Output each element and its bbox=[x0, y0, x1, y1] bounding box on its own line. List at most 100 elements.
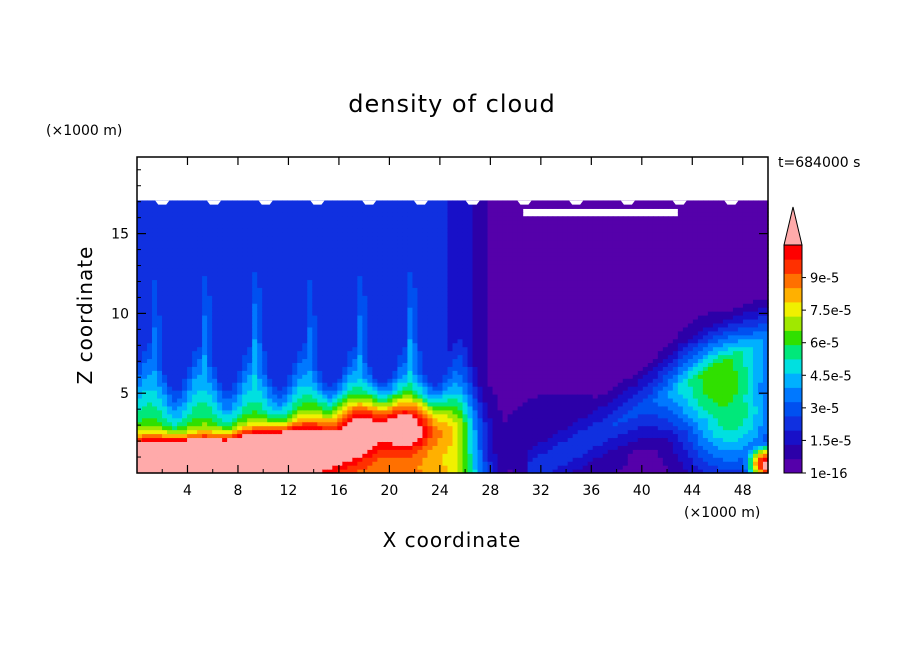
contour-cell bbox=[262, 358, 268, 363]
contour-cell bbox=[172, 204, 178, 209]
contour-cell bbox=[147, 445, 153, 450]
contour-cell bbox=[392, 409, 399, 415]
contour-cell bbox=[152, 374, 158, 379]
contour-cell bbox=[162, 397, 168, 403]
contour-cell bbox=[172, 378, 178, 383]
contour-cell bbox=[297, 429, 303, 435]
contour-cell bbox=[192, 247, 198, 253]
contour-cell bbox=[277, 330, 283, 336]
contour-cell bbox=[302, 374, 308, 379]
contour-cell bbox=[322, 232, 328, 237]
contour-cell bbox=[242, 259, 248, 265]
contour-cell bbox=[297, 212, 303, 217]
contour-cell bbox=[357, 469, 363, 474]
contour-cell bbox=[222, 409, 228, 415]
contour-cell bbox=[237, 311, 243, 316]
contour-cell bbox=[137, 370, 143, 375]
contour-cell bbox=[152, 394, 158, 399]
contour-cell bbox=[462, 461, 469, 466]
contour-cell bbox=[137, 362, 143, 367]
contour-cell bbox=[392, 311, 399, 316]
contour-cell bbox=[157, 354, 163, 360]
contour-cell bbox=[352, 283, 358, 288]
contour-cell bbox=[137, 291, 143, 296]
contour-cell bbox=[272, 275, 278, 281]
contour-cell bbox=[222, 232, 228, 237]
contour-cell bbox=[492, 394, 499, 399]
contour-cell bbox=[377, 275, 383, 281]
contour-cell bbox=[152, 417, 158, 423]
contour-cell bbox=[407, 279, 414, 284]
contour-cell bbox=[357, 239, 363, 245]
contour-cell bbox=[302, 390, 308, 395]
contour-cell bbox=[197, 299, 203, 304]
contour-cell bbox=[242, 247, 248, 253]
contour-cell bbox=[412, 390, 419, 395]
contour-cell bbox=[247, 251, 253, 257]
contour-cell bbox=[367, 409, 373, 415]
contour-cell bbox=[177, 271, 183, 277]
contour-cell bbox=[277, 307, 283, 312]
contour-cell bbox=[462, 358, 469, 363]
contour-cell bbox=[437, 247, 444, 253]
contour-cell bbox=[147, 200, 153, 205]
contour-cell bbox=[357, 441, 363, 446]
contour-cell bbox=[182, 386, 188, 391]
contour-cell bbox=[462, 311, 469, 316]
contour-cell bbox=[137, 334, 143, 340]
contour-cell bbox=[467, 275, 474, 281]
contour-cell bbox=[262, 433, 268, 439]
contour-cell bbox=[312, 311, 318, 316]
contour-cell bbox=[237, 449, 243, 454]
contour-cell bbox=[137, 469, 143, 474]
contour-cell bbox=[372, 212, 378, 217]
contour-cell bbox=[292, 291, 298, 296]
contour-cell bbox=[157, 299, 163, 304]
contour-cell bbox=[187, 224, 193, 229]
contour-cell bbox=[357, 394, 363, 399]
contour-cell bbox=[382, 405, 388, 411]
contour-cell bbox=[307, 291, 313, 296]
contour-cell bbox=[267, 283, 273, 288]
contour-cell bbox=[257, 275, 263, 281]
contour-cell bbox=[312, 366, 318, 371]
contour-cell bbox=[462, 236, 469, 241]
contour-cell bbox=[227, 382, 233, 387]
contour-cell bbox=[392, 208, 399, 213]
contour-cell bbox=[262, 239, 268, 245]
contour-cell bbox=[362, 247, 368, 253]
contour-cell bbox=[352, 461, 358, 466]
contour-cell bbox=[452, 330, 459, 336]
contour-cell bbox=[472, 208, 479, 213]
contour-cell bbox=[447, 326, 454, 332]
contour-cell bbox=[272, 255, 278, 261]
contour-cell bbox=[252, 318, 258, 324]
contour-cell bbox=[142, 220, 148, 225]
contour-cell bbox=[452, 232, 459, 237]
contour-cell bbox=[472, 251, 479, 257]
contour-cell bbox=[167, 374, 173, 379]
contour-cell bbox=[277, 465, 283, 470]
contour-cell bbox=[412, 315, 419, 320]
contour-cell bbox=[482, 413, 489, 419]
contour-cell bbox=[347, 465, 353, 470]
contour-cell bbox=[337, 232, 343, 237]
contour-cell bbox=[272, 425, 278, 431]
contour-cell bbox=[467, 421, 474, 427]
contour-cell bbox=[192, 267, 198, 273]
contour-cell bbox=[202, 417, 208, 423]
contour-cell bbox=[237, 279, 243, 284]
contour-cell bbox=[412, 409, 419, 415]
contour-cell bbox=[472, 243, 479, 249]
contour-cell bbox=[402, 433, 409, 439]
contour-cell bbox=[392, 378, 399, 383]
contour-cell bbox=[432, 409, 439, 415]
contour-cell bbox=[392, 354, 399, 360]
contour-cell bbox=[452, 263, 459, 269]
contour-cell bbox=[312, 433, 318, 439]
contour-cell bbox=[427, 465, 434, 470]
contour-cell bbox=[287, 295, 293, 300]
contour-cell bbox=[362, 409, 368, 415]
contour-cell bbox=[207, 247, 213, 253]
contour-cell bbox=[367, 326, 373, 332]
